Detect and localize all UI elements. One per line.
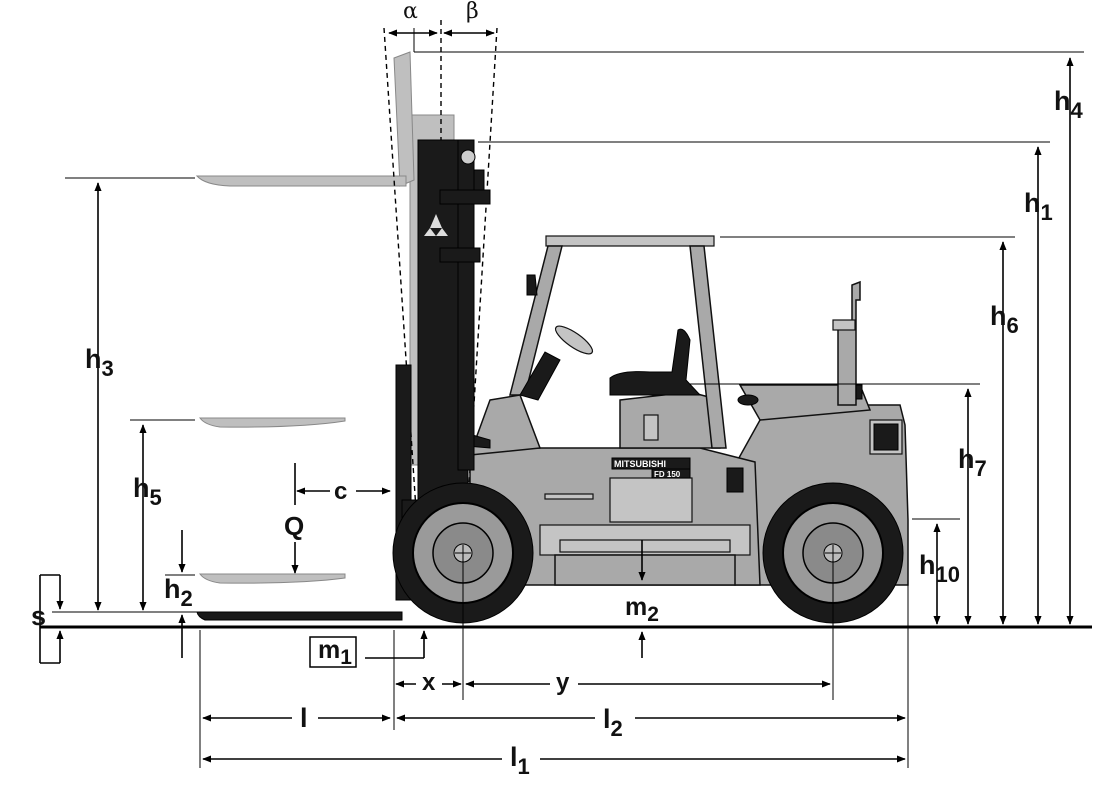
- dimension-arrows: [39, 29, 1074, 763]
- label-h7: h7: [958, 444, 987, 481]
- m1-box: [309, 636, 357, 668]
- label-c: c: [334, 478, 347, 505]
- label-h3: h3: [85, 344, 114, 381]
- label-l: l: [300, 703, 308, 733]
- steering-wheel: [519, 325, 594, 401]
- label-h10: h10: [919, 550, 960, 587]
- operator-seat: [609, 328, 702, 396]
- label-h1: h1: [1024, 188, 1053, 225]
- fork: [196, 611, 403, 621]
- dimension-labels: α β h4 h1 h6 h7 h10 h3 h5 h2 s c Q m1 m2…: [31, 0, 1084, 779]
- label-l2: l2: [603, 704, 623, 741]
- brand-plate: [611, 457, 691, 470]
- extension-lines: [52, 28, 1084, 768]
- label-h4: h4: [1054, 86, 1084, 123]
- label-h5: h5: [133, 473, 162, 510]
- forklift: MITSUBISHI FD 150: [196, 139, 909, 700]
- brand-name: MITSUBISHI: [614, 459, 666, 469]
- label-h2: h2: [164, 574, 193, 611]
- label-Q: Q: [284, 511, 304, 541]
- label-m1: m1: [318, 636, 352, 669]
- label-l1: l1: [510, 742, 530, 779]
- label-y: y: [556, 669, 570, 696]
- label-m2: m2: [625, 593, 659, 626]
- label-alpha: α: [403, 0, 418, 24]
- label-x: x: [422, 669, 436, 696]
- label-h6: h6: [990, 301, 1019, 338]
- exhaust-pipe: [837, 280, 861, 406]
- model-name: FD 150: [654, 470, 681, 479]
- label-beta: β: [466, 0, 479, 24]
- label-s: s: [31, 601, 46, 631]
